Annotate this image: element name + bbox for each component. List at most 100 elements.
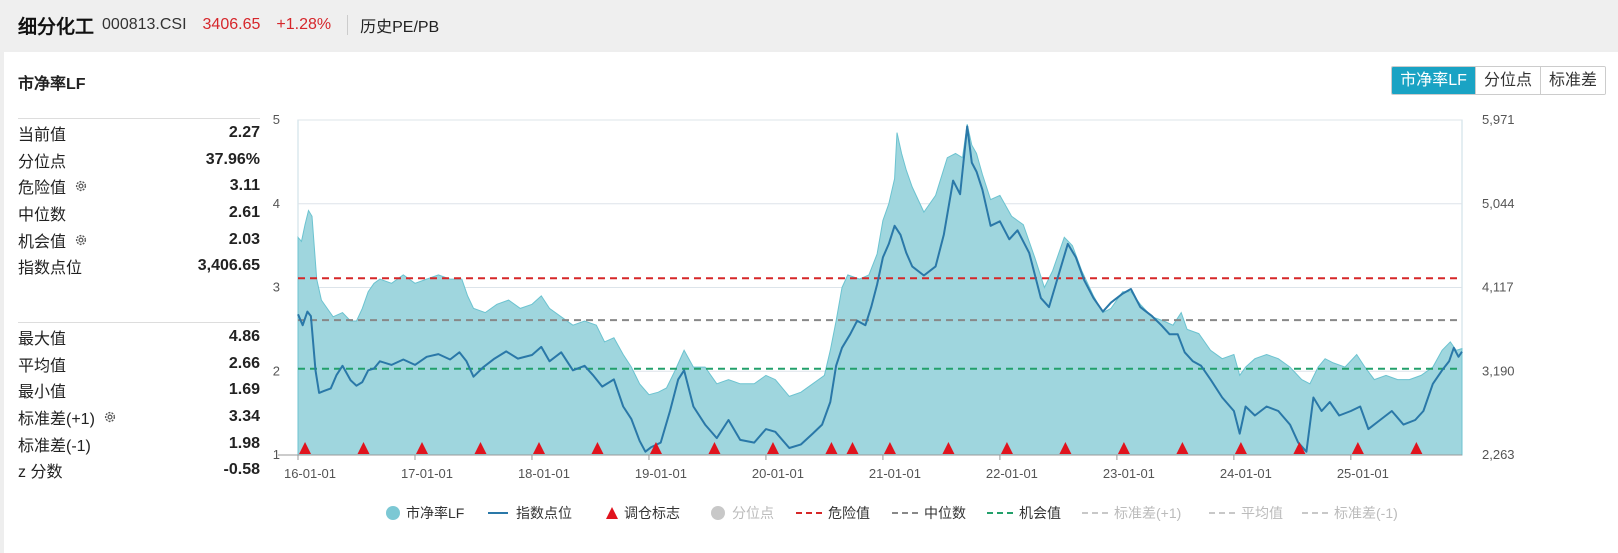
- stat-value: 4.86: [228, 328, 260, 346]
- stat-label-text: 危险值: [18, 180, 67, 198]
- stat-row: 危险值 3.11: [18, 173, 260, 200]
- rebalance-marker: [708, 442, 721, 454]
- stat-label-text: z 分数: [18, 464, 63, 482]
- rebalance-marker: [1234, 442, 1247, 454]
- stat-label-text: 标准差(+1): [18, 411, 95, 429]
- legend-label[interactable]: 平均值: [1241, 505, 1283, 521]
- stat-value: 2.61: [228, 204, 260, 222]
- stat-value: 2.27: [228, 124, 260, 142]
- rebalance-marker: [1000, 442, 1013, 454]
- stat-label-text: 指数点位: [18, 260, 83, 278]
- rebalance-marker: [1117, 442, 1130, 454]
- legend-label[interactable]: 中位数: [924, 505, 966, 521]
- y-right-tick: 5,971: [1482, 112, 1515, 127]
- stat-label: 危险值: [18, 174, 88, 198]
- stat-label: 分位点: [18, 148, 66, 172]
- y-left-tick: 4: [273, 196, 280, 211]
- legend-label[interactable]: 危险值: [828, 505, 870, 521]
- stat-row: 分位点 37.96%: [18, 147, 260, 174]
- stat-label: 最小值: [18, 378, 66, 402]
- stat-label-text: 平均值: [18, 357, 67, 375]
- y-right-tick: 3,190: [1482, 363, 1515, 378]
- gear-icon[interactable]: [74, 233, 88, 247]
- stat-label: 中位数: [18, 201, 66, 225]
- y-left-tick: 2: [273, 363, 280, 378]
- stat-value: 37.96%: [205, 150, 260, 168]
- gear-icon[interactable]: [103, 410, 117, 424]
- y-left-tick: 3: [273, 280, 280, 295]
- legend-swatch: [386, 506, 400, 520]
- y-left-tick: 5: [273, 112, 280, 127]
- toggle-pb-button[interactable]: 市净率LF: [1392, 67, 1475, 94]
- header-bar: 细分化工 000813.CSI 3406.65 +1.28% 历史PE/PB: [0, 0, 1618, 50]
- stat-row: 平均值 2.66: [18, 351, 260, 378]
- rebalance-marker: [766, 442, 779, 454]
- x-tick-label: 21-01-01: [869, 466, 921, 481]
- rebalance-marker: [825, 442, 838, 454]
- y-right-tick: 5,044: [1482, 196, 1515, 211]
- rebalance-marker: [649, 442, 662, 454]
- x-tick-label: 19-01-01: [635, 466, 687, 481]
- rebalance-marker: [1351, 442, 1364, 454]
- panel-title: 市净率LF: [18, 76, 86, 93]
- stat-label-text: 分位点: [18, 153, 67, 171]
- stat-row: 指数点位 3,406.65: [18, 253, 260, 280]
- legend-label[interactable]: 调仓标志: [624, 505, 680, 521]
- stat-label: 指数点位: [18, 254, 82, 278]
- index-code: 000813.CSI: [102, 16, 187, 33]
- stat-row: 当前值 2.27: [18, 120, 260, 147]
- x-tick-label: 20-01-01: [752, 466, 804, 481]
- rebalance-marker: [1410, 442, 1423, 454]
- toggle-stddev-button[interactable]: 标准差: [1539, 67, 1605, 94]
- rebalance-marker: [357, 442, 370, 454]
- view-link-pe-pb[interactable]: 历史PE/PB: [360, 19, 440, 36]
- header-divider: [347, 15, 349, 35]
- rebalance-marker: [591, 442, 604, 454]
- rebalance-marker: [299, 442, 312, 454]
- toggle-percentile-button[interactable]: 分位点: [1474, 67, 1540, 94]
- stat-row: z 分数 -0.58: [18, 457, 260, 484]
- x-tick-label: 23-01-01: [1103, 466, 1155, 481]
- legend-swatch: [711, 506, 725, 520]
- stats-bottom: 最大值 4.86 平均值 2.66 最小值 1.69 标准差(+1) 3.34 标准差(-1) 1…: [18, 322, 260, 484]
- rebalance-marker: [474, 442, 487, 454]
- x-tick-label: 22-01-01: [986, 466, 1038, 481]
- stat-label: 机会值: [18, 228, 88, 252]
- rebalance-marker: [1059, 442, 1072, 454]
- view-toggle: 市净率LF 分位点 标准差: [1391, 66, 1606, 95]
- stat-label-text: 中位数: [18, 207, 67, 225]
- rebalance-marker: [1293, 442, 1306, 454]
- stat-row: 标准差(+1) 3.34: [18, 404, 260, 431]
- stat-row: 最大值 4.86: [18, 324, 260, 351]
- stat-label-text: 最大值: [18, 331, 67, 349]
- rebalance-marker: [942, 442, 955, 454]
- stat-label-text: 机会值: [18, 233, 67, 251]
- rebalance-marker: [883, 442, 896, 454]
- index-price: 3406.65: [202, 16, 261, 33]
- legend-label[interactable]: 市净率LF: [406, 505, 464, 521]
- stat-label-text: 当前值: [18, 127, 67, 145]
- x-tick-label: 25-01-01: [1337, 466, 1389, 481]
- y-right-tick: 2,263: [1482, 447, 1515, 462]
- stat-value: 1.98: [228, 434, 260, 452]
- stat-value: 3.11: [229, 177, 260, 195]
- stat-row: 机会值 2.03: [18, 226, 260, 253]
- legend-label[interactable]: 指数点位: [516, 505, 572, 521]
- index-change: +1.28%: [276, 16, 332, 33]
- stat-row: 最小值 1.69: [18, 377, 260, 404]
- y-right-tick: 4,117: [1482, 280, 1514, 295]
- stat-row: 标准差(-1) 1.98: [18, 430, 260, 457]
- legend-label[interactable]: 机会值: [1019, 505, 1061, 521]
- legend-label[interactable]: 标准差(-1): [1334, 505, 1398, 521]
- stat-value: 3.34: [228, 408, 260, 426]
- stats-top: 当前值 2.27 分位点 37.96% 危险值 3.11 中位数 2.61 机会值 2.03 指数点…: [18, 118, 260, 280]
- stat-value: 2.66: [228, 354, 260, 372]
- y-left-tick: 1: [273, 447, 280, 462]
- legend-label[interactable]: 分位点: [732, 505, 774, 521]
- stat-value: 2.03: [228, 230, 260, 248]
- series-pb-area: [297, 124, 1463, 456]
- chart-panel: 市净率LF 市净率LF 分位点 标准差 当前值 2.27 分位点 37.96% 危险值 3…: [4, 52, 1618, 553]
- gear-icon[interactable]: [74, 179, 88, 193]
- legend-label[interactable]: 标准差(+1): [1114, 505, 1181, 521]
- stat-value: 1.69: [228, 381, 260, 399]
